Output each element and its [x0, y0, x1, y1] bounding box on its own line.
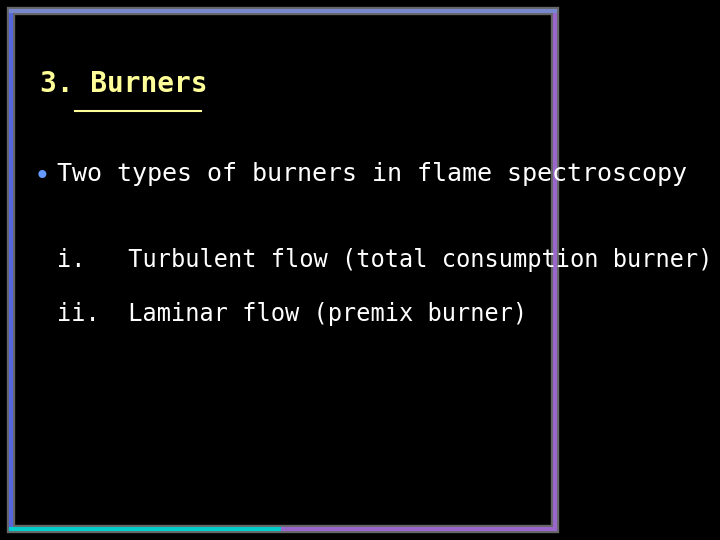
Text: ii.  Laminar flow (premix burner): ii. Laminar flow (premix burner): [57, 302, 527, 326]
Text: i.   Turbulent flow (total consumption burner): i. Turbulent flow (total consumption bur…: [57, 248, 712, 272]
Text: 3. Burners: 3. Burners: [40, 70, 207, 98]
Text: Two types of burners in flame spectroscopy: Two types of burners in flame spectrosco…: [57, 162, 687, 186]
Text: •: •: [34, 162, 50, 190]
